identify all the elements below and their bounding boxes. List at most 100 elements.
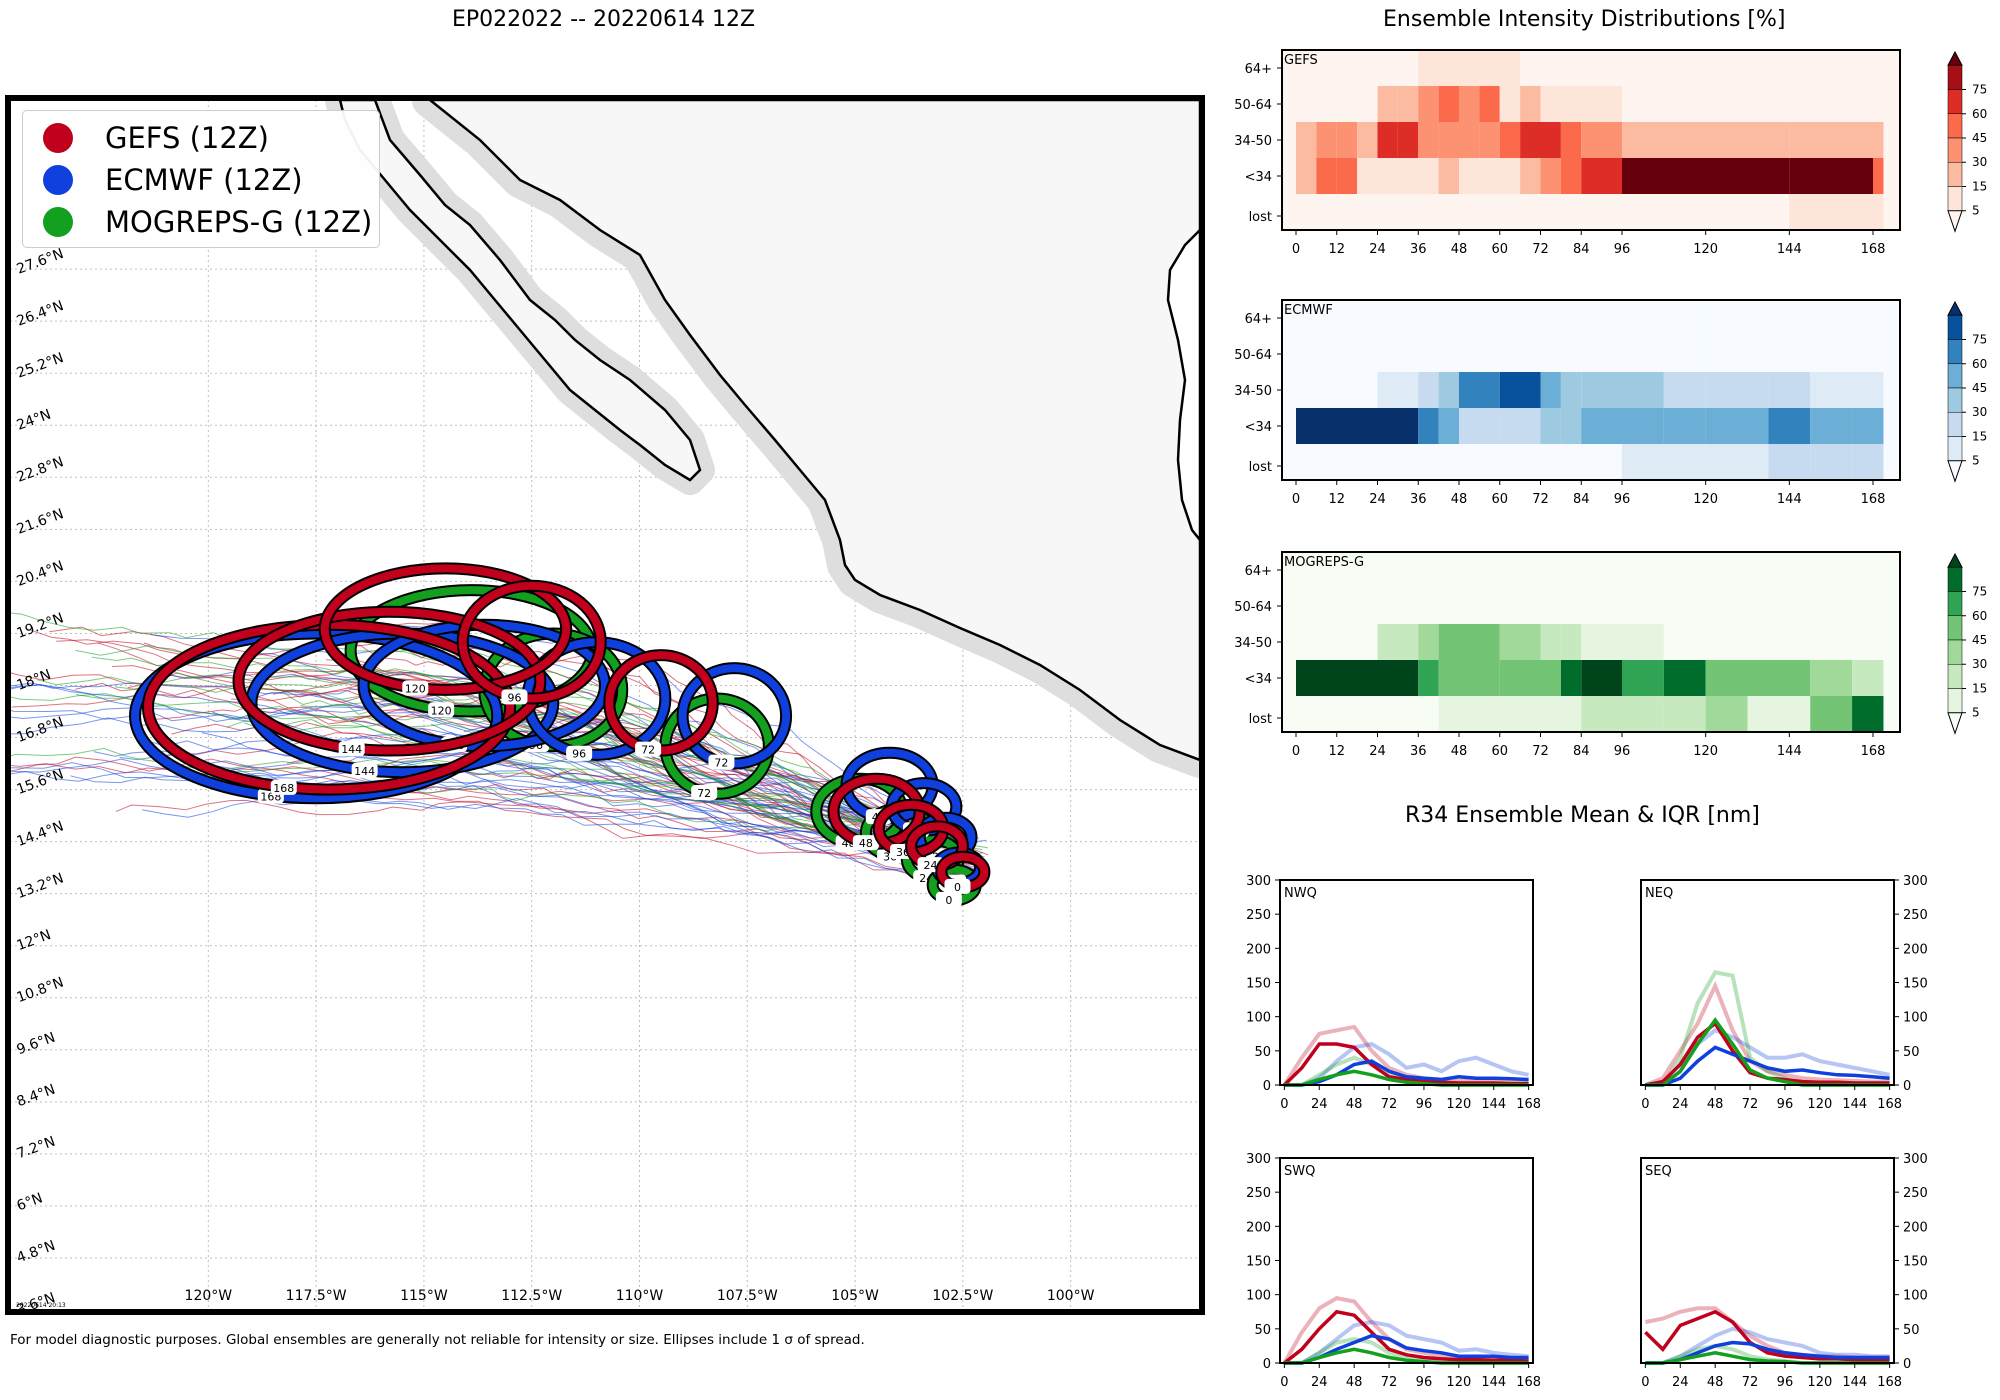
heatmap-xtick-label: 96 <box>1614 242 1631 257</box>
r34-mean-gefs <box>1283 1042 1529 1087</box>
member-track <box>10 770 957 871</box>
heatmap-cell <box>1705 300 1769 337</box>
colorbar-tick-label: 15 <box>1972 681 1987 695</box>
ellipse-h120 <box>320 564 571 694</box>
heatmap-cell <box>1540 588 1561 625</box>
colorbar-tick-label: 45 <box>1972 381 1987 395</box>
heatmap-cell <box>1296 660 1378 697</box>
colorbar-segment <box>1947 411 1963 437</box>
colorbar-tick-label: 5 <box>1972 454 1980 468</box>
heatmap-cell <box>1296 336 1378 373</box>
heatmap-cell <box>1296 372 1378 409</box>
heatmap-cell <box>1377 194 1398 231</box>
r34-xtick-label: 96 <box>1777 1375 1794 1390</box>
r34-xtick-label: 0 <box>1641 1375 1649 1390</box>
heatmap-xtick-label: 144 <box>1777 492 1802 507</box>
heatmap-cell <box>1768 408 1811 445</box>
heatmap-cell <box>1296 408 1378 445</box>
heatmap-cell <box>1705 336 1769 373</box>
ellipse-label-box <box>351 762 378 778</box>
heatmap-xtick-label: 36 <box>1410 492 1427 507</box>
r34-ytick-label: 100 <box>1903 1011 1928 1026</box>
heatmap-cell <box>1438 336 1459 373</box>
heatmap-cell <box>1418 552 1439 589</box>
r34-ytick-label: 250 <box>1903 908 1928 923</box>
heatmap-cell <box>1560 696 1582 733</box>
heatmap-cell <box>1663 588 1706 625</box>
r34-mean-gefs <box>1283 1309 1529 1365</box>
heatmap-cell <box>1622 336 1664 373</box>
r34-ytick-label: 200 <box>1903 1220 1928 1235</box>
r34-iqr-ecmwf <box>1284 1041 1529 1087</box>
heatmap-cell <box>1459 50 1480 87</box>
heatmap-cell <box>1499 300 1541 337</box>
ellipse-label: 72 <box>697 787 711 800</box>
colorbar-segment <box>1947 567 1963 592</box>
heatmap-cell <box>1377 624 1419 661</box>
heatmap-cell <box>1418 300 1439 337</box>
heatmap-cell <box>1418 86 1439 123</box>
r34-ytick-label: 250 <box>1246 908 1271 923</box>
heatmap-cell <box>1622 158 1790 195</box>
heatmap-cell <box>1438 696 1500 733</box>
heatmap-cell <box>1438 408 1459 445</box>
heatmap-cell <box>1316 50 1337 87</box>
ellipse-label-box <box>402 680 429 696</box>
heatmap-cell <box>1499 408 1541 445</box>
heatmap-cell <box>1852 552 1884 589</box>
heatmap-cell <box>1540 696 1561 733</box>
heatmap-cell <box>1873 50 1884 87</box>
heatmap-cell <box>1540 552 1561 589</box>
heatmap-cell <box>1540 86 1561 123</box>
heatmap-ytick-label: 64+ <box>1245 564 1272 579</box>
heatmap-xtick-label: 60 <box>1491 492 1508 507</box>
heatmap-cell <box>1357 50 1378 87</box>
heatmap-xtick-label: 84 <box>1573 744 1590 759</box>
heatmap-ytick-label: 34-50 <box>1234 384 1272 399</box>
heatmap-cell <box>1377 300 1419 337</box>
heatmap-cell <box>1296 444 1378 481</box>
ellipse-label-box <box>852 835 879 851</box>
heatmap-cell <box>1560 194 1582 231</box>
heatmap-mogreps-g: MOGREPS-G 64+ 50-64 34-50 <34 lost 0 12 24 36 48 60… <box>1234 551 1987 759</box>
heatmap-xtick-label: 36 <box>1410 744 1427 759</box>
heatmap-cell <box>1622 408 1664 445</box>
heatmap-cell <box>1768 372 1811 409</box>
heatmap-cell <box>1873 122 1884 159</box>
heatmap-xtick-label: 24 <box>1369 744 1386 759</box>
r34-background <box>1280 880 1533 1085</box>
colorbar-tick-label: 75 <box>1972 585 1987 599</box>
heatmap-cell <box>1581 444 1622 481</box>
ellipse-label: 144 <box>354 765 375 778</box>
heatmap-cell <box>1560 50 1582 87</box>
r34-xtick-label: 144 <box>1481 1097 1506 1112</box>
heatmap-xtick-label: 168 <box>1861 242 1886 257</box>
r34-quadrant-label: NWQ <box>1284 886 1317 901</box>
heatmap-cell <box>1418 660 1439 697</box>
heatmap-cell <box>1499 86 1521 123</box>
heatmap-cell <box>1357 158 1378 195</box>
heatmap-cell <box>1810 552 1853 589</box>
r34-xtick-label: 0 <box>1641 1097 1649 1112</box>
heatmap-cell <box>1397 194 1419 231</box>
colorbar-tick-label: 15 <box>1972 179 1987 193</box>
heatmap-cell <box>1479 122 1500 159</box>
r34-ytick-label: 150 <box>1246 1255 1271 1270</box>
lon-tick-label: 117.5°W <box>286 1288 347 1304</box>
heatmap-xtick-label: 24 <box>1369 492 1386 507</box>
r34-panel-nwq: NWQ 0 50 100 150 200 250 300 0 24 48 72 96 120 144 168 <box>1246 874 1541 1112</box>
heatmap-xtick-label: 144 <box>1777 744 1802 759</box>
r34-ytick-label: 200 <box>1903 942 1928 957</box>
heatmap-ytick-label: 50-64 <box>1234 348 1272 363</box>
heatmap-cell <box>1296 624 1378 661</box>
heatmap-cell <box>1747 552 1811 589</box>
r34-xtick-label: 96 <box>1416 1097 1433 1112</box>
colorbar-max-arrow <box>1947 552 1963 568</box>
heatmap-cell <box>1622 588 1664 625</box>
heatmap-cell <box>1520 158 1541 195</box>
heatmap-cell <box>1622 444 1664 481</box>
heatmap-cell <box>1377 660 1419 697</box>
heatmap-cell <box>1663 372 1706 409</box>
heatmap-ytick-label: lost <box>1249 460 1272 475</box>
heatmap-cell <box>1438 552 1500 589</box>
